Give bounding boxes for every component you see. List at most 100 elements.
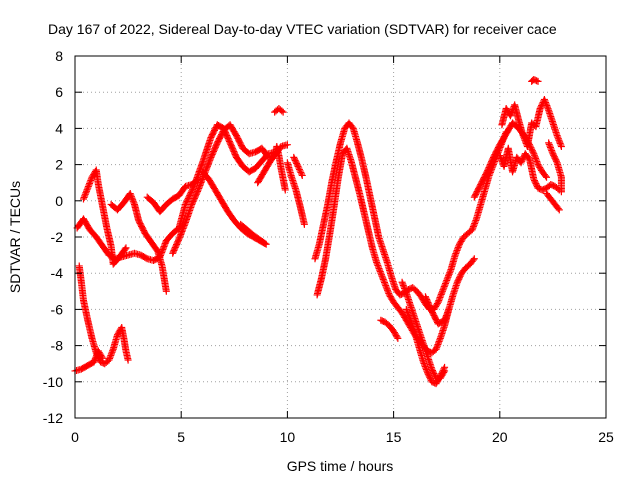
x-tick-label: 10 — [280, 429, 296, 445]
x-tick-label: 25 — [598, 429, 614, 445]
track-10-point — [279, 108, 287, 116]
track-13-point — [452, 248, 460, 256]
track-4-point — [86, 178, 94, 186]
track-16-point — [441, 363, 449, 371]
track-13-point — [444, 273, 452, 281]
track-21-point — [518, 157, 526, 165]
track-21-point — [530, 177, 538, 185]
track-16-point — [406, 315, 414, 323]
track-14-point — [436, 336, 444, 344]
track-18-point — [444, 307, 452, 315]
track-16-point — [425, 372, 433, 380]
track-18-point — [442, 313, 450, 321]
track-2-point — [106, 355, 114, 363]
track-13-point — [440, 283, 448, 291]
grid — [75, 56, 606, 418]
track-19-point — [533, 157, 541, 165]
track-13-point — [468, 226, 476, 234]
track-14-point — [453, 278, 461, 286]
track-1-point — [182, 199, 190, 207]
track-15-point — [399, 280, 407, 288]
track-20-point — [536, 104, 544, 112]
track-13-point — [472, 216, 480, 224]
track-24-point — [548, 147, 556, 155]
track-5-point — [129, 197, 137, 205]
track-5-point — [128, 194, 136, 202]
y-tick-label: -10 — [43, 374, 63, 390]
track-24-point — [545, 139, 553, 147]
track-21-point — [496, 152, 504, 160]
track-24-point — [546, 142, 554, 150]
track-13-point — [470, 221, 478, 229]
track-2-point — [106, 353, 114, 361]
axis-ticks — [74, 55, 607, 419]
y-tick-label: -2 — [51, 229, 64, 245]
track-16-point — [436, 372, 444, 380]
track-5-point — [162, 287, 170, 295]
track-8-point — [237, 220, 245, 228]
y-tick-label: 8 — [55, 48, 63, 64]
track-20-point — [554, 135, 562, 143]
track-14-point — [379, 274, 387, 282]
track-16-point — [404, 310, 412, 318]
track-13-point — [434, 298, 442, 306]
track-20-point — [542, 100, 550, 108]
track-16-point — [421, 361, 429, 369]
track-14-point — [455, 274, 463, 282]
track-12-point — [296, 167, 304, 175]
track-20-point — [519, 132, 527, 140]
track-4-point — [81, 190, 89, 198]
track-14-point — [455, 275, 463, 283]
track-15-point — [400, 283, 408, 291]
track-19-point — [533, 159, 541, 167]
track-13-point — [441, 281, 449, 289]
track-14-point — [374, 263, 382, 271]
x-tick-labels: 0 5 10 15 20 25 — [71, 429, 614, 445]
track-24-point — [550, 151, 558, 159]
track-4-point — [85, 181, 93, 189]
track-13-point — [348, 123, 356, 131]
track-4-point — [82, 189, 90, 197]
track-19-point — [532, 154, 540, 162]
x-axis-label: GPS time / hours — [287, 458, 394, 474]
track-1-point — [185, 193, 193, 201]
track-17-point — [393, 333, 401, 341]
track-20-point — [557, 141, 565, 149]
track-21-point — [533, 181, 541, 189]
track-12-point — [297, 168, 305, 176]
track-13-point — [452, 250, 460, 258]
track-1-point — [186, 191, 194, 199]
track-7-point — [283, 141, 291, 149]
track-19-point — [543, 173, 551, 181]
track-15-point — [398, 278, 406, 286]
track-13-point — [469, 224, 477, 232]
track-23-point — [555, 206, 563, 214]
track-1-point — [181, 200, 189, 208]
x-tick-label: 5 — [177, 429, 185, 445]
track-21-point — [517, 159, 525, 167]
track-4-point — [121, 245, 129, 253]
track-8-point — [238, 221, 246, 229]
y-tick-label: -8 — [51, 338, 64, 354]
track-14-point — [456, 272, 464, 280]
track-14-point — [377, 271, 385, 279]
track-12-point — [294, 162, 302, 170]
track-16-point — [426, 373, 434, 381]
track-13-point — [439, 286, 447, 294]
y-tick-label: 0 — [55, 193, 63, 209]
track-3-point — [91, 355, 99, 363]
track-14-point — [469, 256, 477, 264]
track-10-point — [278, 107, 286, 115]
y-tick-label: -12 — [43, 410, 63, 426]
track-14-point — [470, 255, 478, 263]
track-13-point — [437, 290, 445, 298]
track-14-point — [373, 260, 381, 268]
track-14-point — [435, 337, 443, 345]
track-22-point — [533, 77, 541, 85]
track-16-point — [420, 359, 428, 367]
track-12-point — [293, 161, 301, 169]
track-4-point — [87, 175, 95, 183]
track-14-point — [382, 282, 390, 290]
track-20-point — [537, 103, 545, 111]
track-14-point — [382, 283, 390, 291]
